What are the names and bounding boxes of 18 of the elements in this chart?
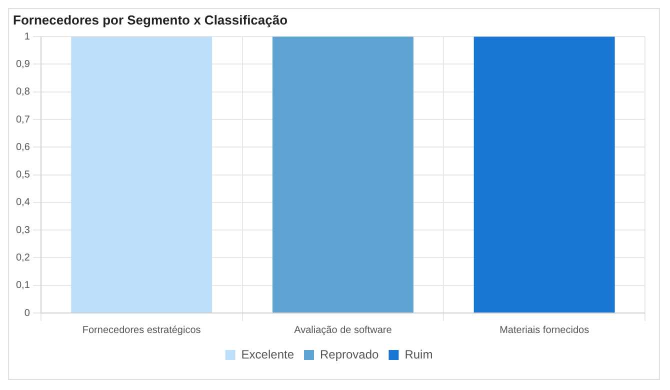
y-tick-label: 0,7 [16,114,30,126]
y-tick-label: 0,2 [16,252,30,264]
x-tick-label: Fornecedores estratégicos [82,324,201,336]
y-tick-label: 0,9 [16,58,30,70]
chart-title: Fornecedores por Segmento x Classificação [13,12,288,28]
y-tick-label: 0,3 [16,224,30,236]
legend-label: Reprovado [320,347,380,362]
x-tick-label: Avaliação de software [294,324,392,336]
y-tick-label: 0,8 [16,86,30,98]
y-tick-label: 0,4 [16,197,30,208]
legend-label: Ruim [404,347,433,362]
y-tick-label: 0,6 [16,142,30,153]
legend-label: Excelente [241,347,294,362]
y-tick-label: 0,1 [16,280,30,292]
y-tick-label: 1 [24,31,30,42]
x-tick-label: Materiais fornecidos [500,324,590,336]
y-tick-label: 0 [24,308,30,319]
y-tick-label: 0,5 [16,170,30,181]
